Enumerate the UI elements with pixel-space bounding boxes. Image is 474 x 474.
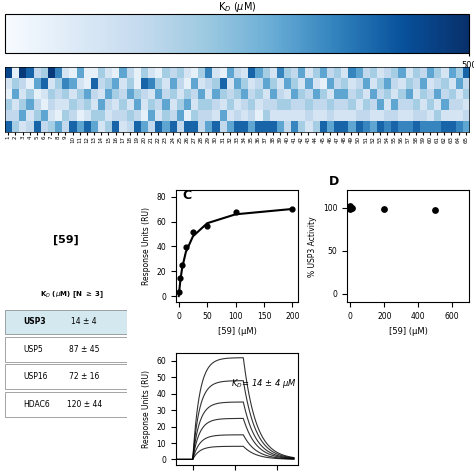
Text: K$_D$ ($\mu$M) [N $\geq$ 3]: K$_D$ ($\mu$M) [N $\geq$ 3]	[40, 289, 104, 300]
Y-axis label: Response Units (RU): Response Units (RU)	[142, 370, 151, 447]
Bar	[5, 310, 127, 334]
Text: C: C	[182, 190, 191, 202]
Point	[232, 208, 239, 216]
Point	[431, 206, 439, 214]
Point	[289, 206, 296, 213]
Text: USP16: USP16	[23, 372, 47, 381]
X-axis label: [59] (μM): [59] (μM)	[218, 327, 256, 336]
Point	[346, 202, 354, 210]
Point	[179, 261, 186, 269]
Bar	[5, 337, 127, 362]
Text: 87 ± 45: 87 ± 45	[69, 345, 100, 354]
X-axis label: [59] (μM): [59] (μM)	[389, 327, 428, 336]
Text: K$_D$= 14 ± 4 μM: K$_D$= 14 ± 4 μM	[231, 377, 296, 390]
Point	[175, 288, 182, 295]
Y-axis label: % USP3 Activity: % USP3 Activity	[308, 216, 317, 277]
Point	[346, 206, 354, 213]
Text: 120 ± 44: 120 ± 44	[66, 400, 102, 409]
Text: 14 ± 4: 14 ± 4	[72, 318, 97, 327]
Point	[381, 206, 388, 213]
Point	[182, 243, 190, 250]
Point	[189, 228, 197, 236]
Text: USP3: USP3	[23, 318, 46, 327]
Point	[348, 205, 356, 212]
Text: USP5: USP5	[23, 345, 43, 354]
Text: 72 ± 16: 72 ± 16	[69, 372, 100, 381]
Point	[346, 204, 354, 211]
Bar	[5, 365, 127, 389]
Y-axis label: Response Units (RU): Response Units (RU)	[142, 207, 151, 285]
Text: [59]: [59]	[53, 235, 79, 245]
Point	[203, 222, 211, 229]
Text: HDAC6: HDAC6	[23, 400, 50, 409]
Title: K$_D$ ($\mu$M): K$_D$ ($\mu$M)	[218, 0, 256, 14]
Text: D: D	[328, 175, 339, 188]
Point	[177, 274, 184, 282]
Bar	[5, 392, 127, 417]
